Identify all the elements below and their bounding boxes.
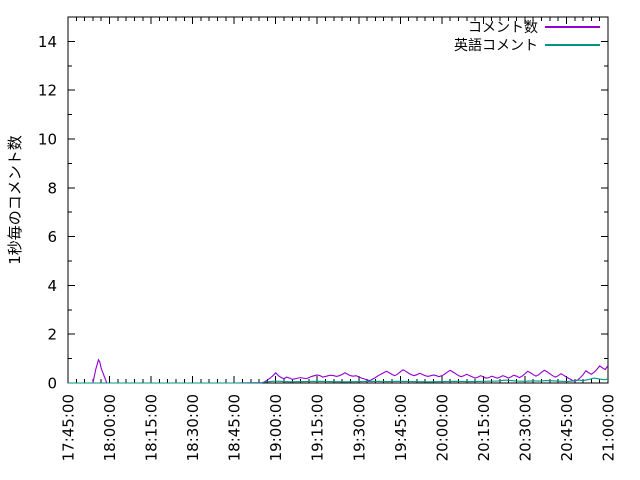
y-tick-label: 12 — [38, 82, 57, 100]
x-tick-label: 20:30:00 — [516, 394, 534, 461]
series-lines — [68, 358, 609, 384]
x-tick-label: 20:15:00 — [475, 394, 493, 461]
x-tick-label: 20:45:00 — [558, 394, 576, 461]
legend-label-2: 英語コメント — [454, 37, 538, 54]
x-tick-label: 18:00:00 — [101, 394, 119, 461]
plot-frame — [67, 16, 609, 384]
x-tick-label: 19:15:00 — [309, 394, 327, 461]
x-axis-tick-labels: 17:45:00 18:00:00 18:15:00 18:30:00 18:45:00… — [60, 394, 618, 461]
x-tick-label: 18:30:00 — [184, 394, 202, 461]
y-tick-label: 0 — [47, 375, 57, 393]
plot-border — [67, 16, 609, 384]
x-tick-label: 17:45:00 — [60, 394, 78, 461]
series-line-2 — [68, 377, 609, 384]
y-tick-label: 6 — [47, 228, 57, 246]
x-tick-label: 19:45:00 — [392, 394, 410, 461]
x-tick-label: 18:15:00 — [143, 394, 161, 461]
y-tick-label: 10 — [38, 131, 57, 149]
y-axis-tick-labels: 0 2 4 6 8 10 12 14 — [38, 33, 57, 393]
x-tick-label: 20:00:00 — [433, 394, 451, 461]
legend-label-1: コメント数 — [468, 20, 538, 36]
x-tick-label: 21:00:00 — [600, 394, 618, 461]
x-tick-label: 19:00:00 — [267, 394, 285, 461]
y-tick-label: 8 — [47, 179, 57, 197]
x-axis-ticks — [67, 17, 609, 383]
y-tick-label: 4 — [47, 277, 57, 295]
y-axis-title: 1秒毎のコメント数 — [6, 135, 24, 265]
x-tick-label: 19:30:00 — [350, 394, 368, 461]
y-tick-label: 2 — [47, 326, 57, 344]
series-line-1 — [68, 358, 609, 384]
x-tick-label: 18:45:00 — [226, 394, 244, 461]
y-tick-label: 14 — [38, 33, 57, 51]
